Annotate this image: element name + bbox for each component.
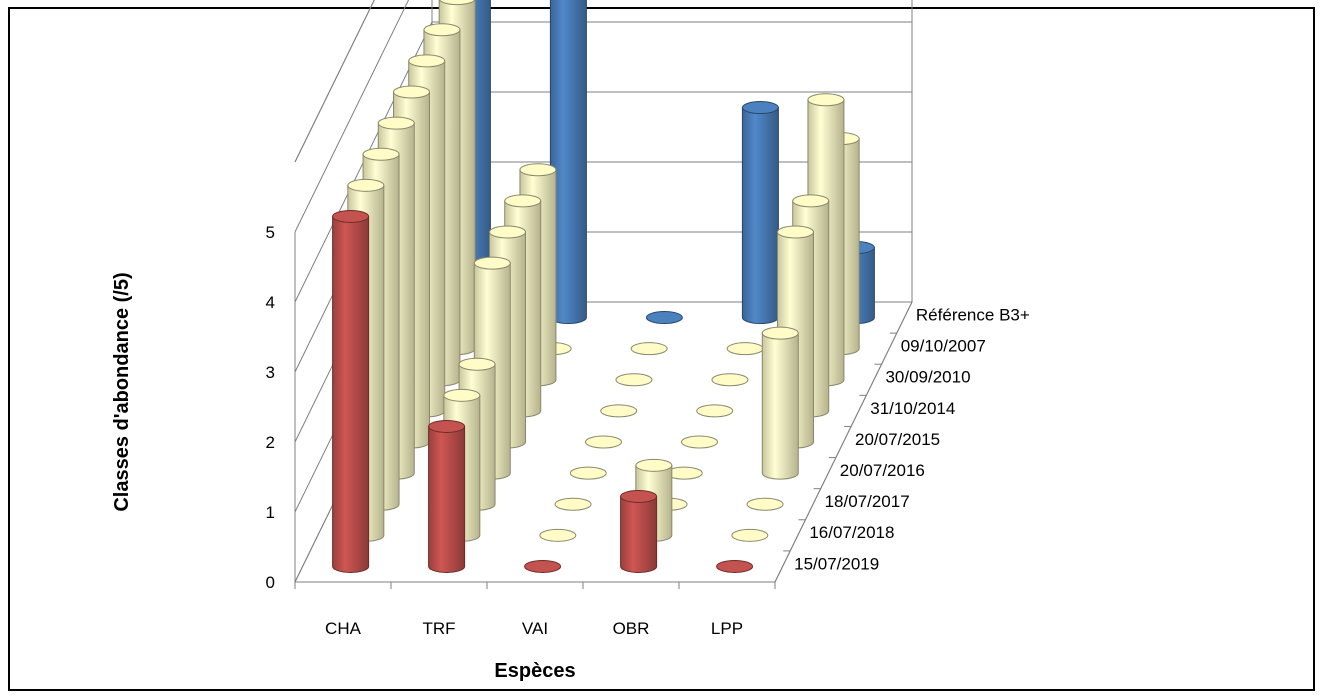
series-label: 09/10/2007 xyxy=(901,337,986,356)
cylinder-bar xyxy=(681,435,718,449)
cylinder-bar xyxy=(332,209,370,573)
x-tick-label: VAI xyxy=(522,619,548,638)
cylinder-bar xyxy=(620,489,658,573)
y-tick-label: 2 xyxy=(266,433,275,452)
series-label: Référence B3+ xyxy=(916,305,1030,324)
cylinder-bar xyxy=(585,435,622,449)
series-label: 15/07/2019 xyxy=(794,554,879,573)
x-tick-label: LPP xyxy=(711,619,743,638)
y-tick-label: 3 xyxy=(266,363,275,382)
series-label: 18/07/2017 xyxy=(825,492,910,511)
cylinder-bar xyxy=(524,559,562,573)
cylinder-bar xyxy=(600,404,638,418)
cylinder-bar xyxy=(428,419,466,573)
cylinder-bar xyxy=(761,326,799,480)
cylinder-bar xyxy=(746,497,784,511)
cylinder-bar xyxy=(711,373,749,387)
cylinder-bar xyxy=(645,311,683,325)
cylinder-bar xyxy=(716,559,754,573)
cylinder-bar xyxy=(554,497,592,511)
side-gridline xyxy=(294,0,410,233)
cylinder-bar xyxy=(615,373,653,387)
cylinder-bar xyxy=(569,466,607,480)
series-label: 20/07/2015 xyxy=(855,430,940,449)
y-tick-label: 5 xyxy=(266,223,275,242)
cylinder-bar xyxy=(726,342,764,356)
x-tick-label: OBR xyxy=(613,619,650,638)
y-axis-title: Classes d'abondance (/5) xyxy=(111,272,133,511)
series-label: 30/09/2010 xyxy=(885,368,970,387)
chart-frame xyxy=(8,7,1315,691)
cylinder-bar xyxy=(731,528,769,542)
axis-labels: 0 1 2 3 4 5 CHA TRF VAI OBR LPP 15/07/2019 16/07/201… xyxy=(111,223,1030,682)
series-label: 20/07/2016 xyxy=(840,461,925,480)
y-tick-label: 1 xyxy=(266,503,275,522)
series-label: 31/10/2014 xyxy=(870,399,955,418)
cylinder-bars xyxy=(332,0,875,573)
x-axis-title: Espèces xyxy=(494,660,575,682)
cylinder-bar xyxy=(696,404,734,418)
cylinder-bar xyxy=(539,528,577,542)
cylinder-bar xyxy=(630,342,668,356)
x-tick-label: TRF xyxy=(422,619,455,638)
y-tick-label: 0 xyxy=(266,573,275,592)
series-label: 16/07/2018 xyxy=(809,523,894,542)
y-tick-label: 4 xyxy=(266,293,275,312)
x-tick-label: CHA xyxy=(325,619,362,638)
cylinder-bar xyxy=(741,101,779,325)
